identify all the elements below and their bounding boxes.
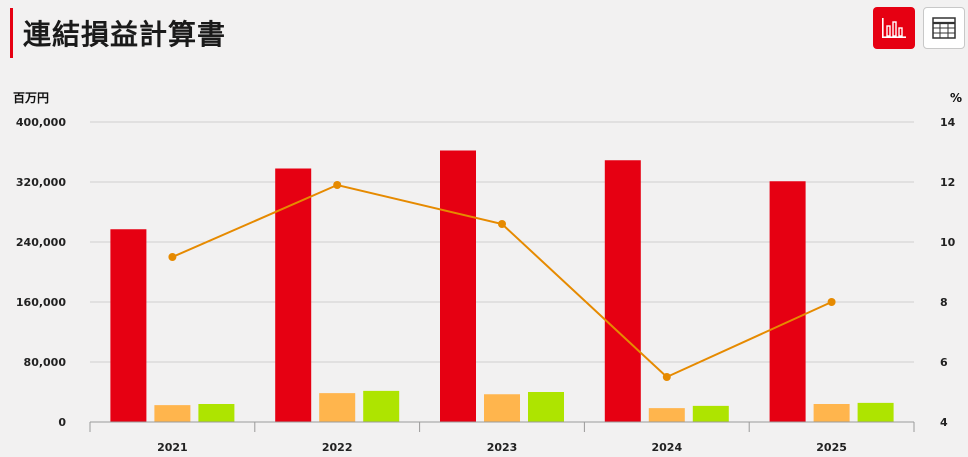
y-right-tick-label: 8 bbox=[940, 296, 948, 309]
line-point bbox=[662, 373, 671, 381]
y-left-tick-label: 400,000 bbox=[16, 116, 66, 129]
y-left-tick-label: 320,000 bbox=[16, 176, 66, 189]
line-point bbox=[333, 181, 342, 189]
line-point bbox=[498, 220, 506, 228]
bar bbox=[319, 393, 356, 422]
y-left-unit-label: 百万円 bbox=[13, 91, 49, 105]
y-left-tick-label: 0 bbox=[58, 416, 66, 429]
table-icon bbox=[932, 17, 956, 39]
bar-chart-icon bbox=[882, 18, 906, 38]
y-left-tick-label: 80,000 bbox=[24, 356, 67, 369]
bar bbox=[528, 392, 564, 422]
page-title: 連結損益計算書 bbox=[23, 18, 227, 51]
y-right-tick-label: 12 bbox=[940, 176, 955, 189]
y-left-tick-label: 160,000 bbox=[16, 296, 66, 309]
bar bbox=[363, 390, 400, 422]
bar bbox=[484, 394, 520, 422]
y-right-unit-label: % bbox=[950, 91, 962, 105]
bar bbox=[857, 402, 894, 422]
bar bbox=[198, 404, 235, 422]
bar bbox=[604, 160, 641, 422]
line-point bbox=[168, 253, 177, 261]
y-right-tick-label: 14 bbox=[940, 116, 956, 129]
y-right-tick-label: 4 bbox=[940, 416, 948, 429]
bar bbox=[692, 405, 729, 422]
y-right-tick-label: 6 bbox=[940, 356, 948, 369]
line-point bbox=[827, 298, 836, 306]
chart-view-button[interactable] bbox=[873, 7, 915, 49]
x-tick-label: 2025 bbox=[816, 441, 847, 454]
x-tick-label: 2021 bbox=[157, 441, 188, 454]
ratio-line bbox=[171, 183, 833, 379]
x-tick-label: 2024 bbox=[651, 441, 682, 454]
x-tick-label: 2022 bbox=[322, 441, 353, 454]
x-tick-label: 2023 bbox=[487, 441, 518, 454]
y-right-tick-label: 10 bbox=[940, 236, 956, 249]
bar bbox=[154, 405, 191, 422]
bar bbox=[440, 150, 476, 422]
bar bbox=[275, 168, 312, 422]
y-left-tick-label: 240,000 bbox=[16, 236, 66, 249]
title-bar: 連結損益計算書 bbox=[10, 8, 226, 58]
bar bbox=[648, 408, 685, 422]
table-view-button[interactable] bbox=[923, 7, 965, 49]
bar bbox=[769, 181, 806, 422]
bar bbox=[110, 229, 147, 422]
bar bbox=[813, 404, 850, 422]
